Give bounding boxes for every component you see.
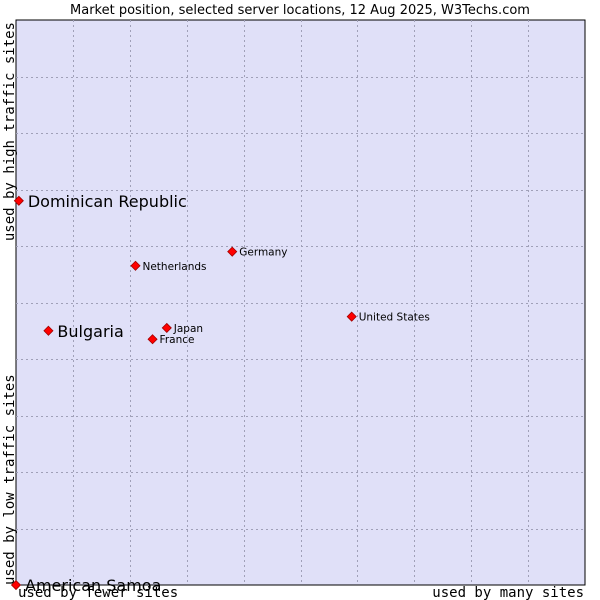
x-axis-label-right: used by many sites — [432, 585, 584, 600]
point-marker-germany — [227, 246, 238, 257]
point-marker-american-samoa — [10, 579, 22, 591]
point-label-france: France — [160, 334, 195, 346]
point-marker-france — [147, 334, 158, 345]
data-points: Dominican Republic Bulgaria American Samoa… — [10, 192, 430, 595]
point-label-dominican-republic: Dominican Republic — [28, 192, 187, 211]
point-marker-dominican-republic — [13, 195, 24, 206]
point-label-american-samoa: American Samoa — [25, 576, 161, 595]
grid-lines — [16, 20, 585, 585]
point-marker-bulgaria — [43, 325, 54, 336]
point-marker-netherlands — [130, 260, 141, 271]
point-label-japan: Japan — [173, 323, 203, 335]
point-marker-japan — [161, 322, 172, 333]
point-marker-united-states — [346, 311, 357, 322]
point-label-bulgaria: Bulgaria — [57, 322, 123, 341]
chart-title: Market position, selected server locatio… — [70, 3, 530, 18]
y-axis-label-bottom: used by low traffic sites — [2, 374, 18, 585]
plot-area — [15, 19, 586, 586]
point-label-netherlands: Netherlands — [142, 261, 206, 273]
y-axis-label-top: used by high traffic sites — [2, 22, 18, 241]
point-label-germany: Germany — [239, 247, 287, 259]
x-axis-label-left: used by fewer sites — [18, 585, 178, 600]
point-label-united-states: United States — [359, 312, 430, 324]
